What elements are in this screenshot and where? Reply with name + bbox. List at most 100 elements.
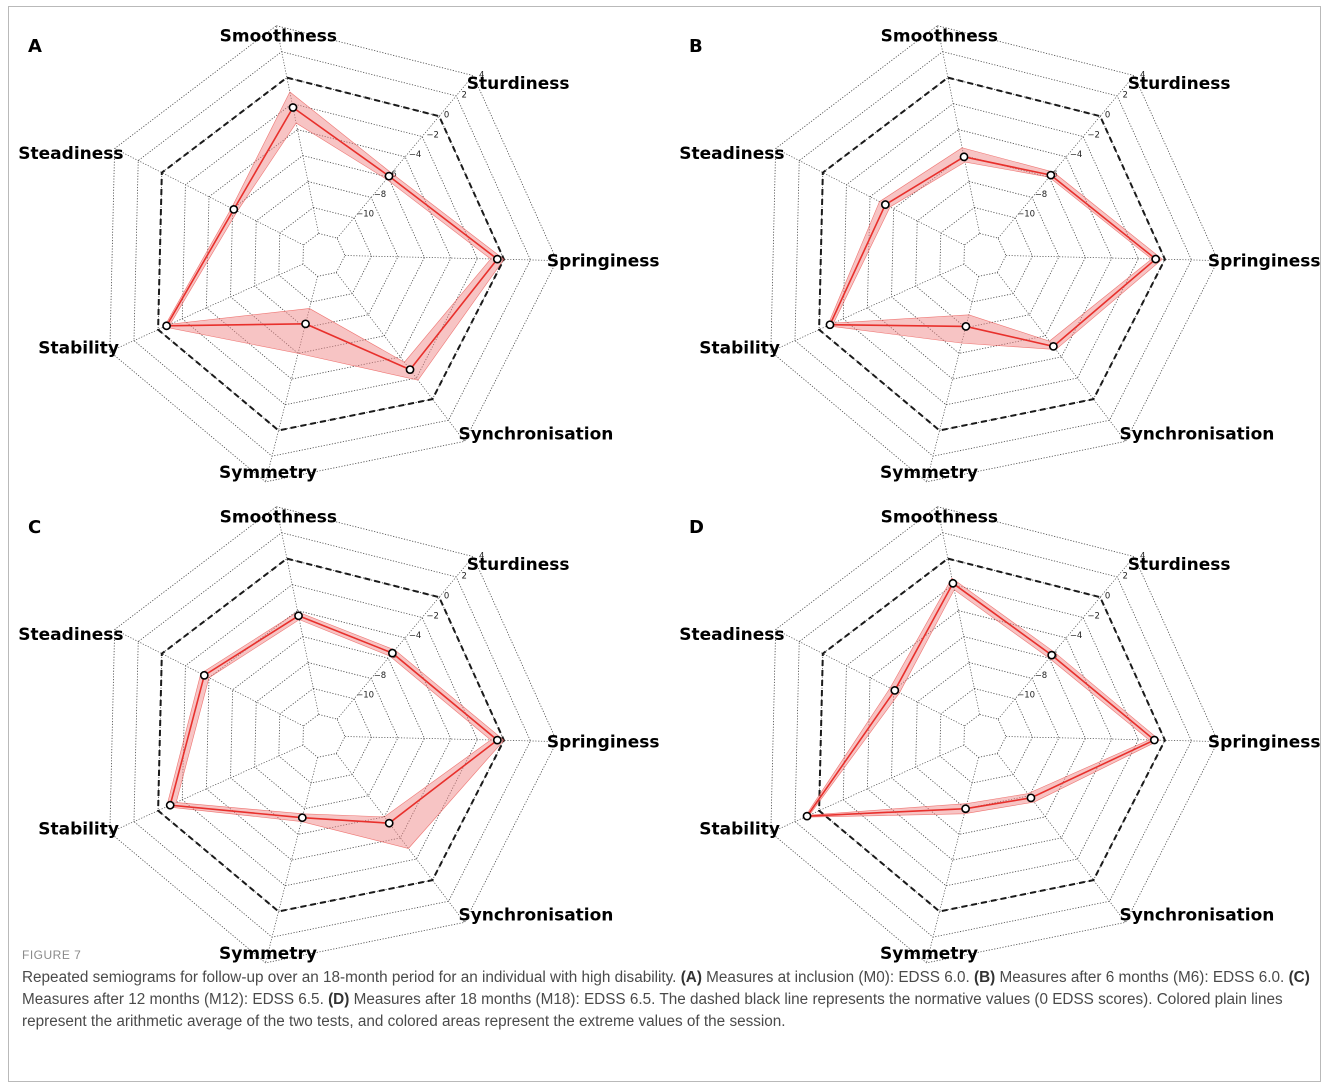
grid-ring [794,51,1192,457]
data-point [1026,793,1036,803]
axis-label: Stability [699,338,780,358]
axis-spoke [926,276,979,482]
data-point [961,322,971,331]
panel-label: A [28,36,42,57]
axis-label: Sturdiness [1128,555,1231,575]
panel-label: B [689,36,703,57]
axis-spoke [114,629,304,727]
axis-spoke [775,629,965,727]
tick-label: 2 [1122,572,1127,582]
data-point [162,321,171,331]
caption-text: Repeated semiograms for follow-up over a… [22,967,1312,1033]
grid-ring [109,25,558,483]
axis-spoke [276,25,319,234]
tick-label: −8 [1035,671,1048,681]
tick-label: −10 [356,210,374,220]
grid-ring [205,610,452,861]
grid-ring [866,610,1113,861]
radar-chart: B−10−86−4−2024SmoothnessSturdinessSpring… [679,25,1321,483]
data-point [384,171,394,181]
axis-label: Stability [38,819,119,839]
axis-spoke [109,744,304,833]
series-range-area [166,611,505,849]
data-point [890,686,900,695]
grid-ring [109,506,558,964]
axis-label: Sturdiness [467,555,570,575]
panel-d: D−10−86−4−2024SmoothnessSturdinessSpring… [669,506,1329,991]
grid-ring [963,233,1007,277]
data-point [1149,735,1159,745]
axis-label: Steadiness [18,625,123,645]
caption-key-d: (D) [328,991,350,1008]
grid-ring [278,207,372,303]
grid-ring [842,103,1139,406]
tick-label: 2 [461,91,466,101]
data-point [1046,170,1056,180]
series-range-area [804,577,1161,818]
axis-spoke [276,506,319,715]
grid-ring [133,51,531,457]
axis-spoke [937,506,980,715]
axis-spoke [770,744,965,833]
axis-spoke [336,75,474,239]
grid-ring [818,558,1166,912]
series-mean-line [828,155,1157,348]
caption-tail: The dashed black line represents the nor… [22,991,1283,1030]
tick-label: 0 [1105,591,1110,601]
axis-spoke [336,753,465,923]
tick-label: 0 [1105,110,1110,120]
tick-label: 2 [1122,91,1127,101]
panel-label: D [689,517,704,538]
axis-spoke [265,276,318,482]
tick-label: 4 [479,71,484,81]
caption-part-d: Measures after 18 months (M18): EDSS 6.5… [349,991,660,1008]
axis-label: Symmetry [219,944,317,964]
tick-label: −2 [426,611,439,621]
data-point [387,648,397,658]
tick-label: −8 [374,190,387,200]
axis-spoke [336,556,474,720]
axis-label: Steadiness [679,144,784,164]
normative-ring [157,76,506,432]
axis-spoke [997,556,1135,720]
grid-ring [963,714,1007,758]
tick-label: −2 [1087,130,1100,140]
data-point [301,319,310,329]
grid-ring [915,181,1060,329]
series-mean-line [805,582,1156,817]
axis-label: Synchronisation [1119,424,1274,444]
axis-label: Synchronisation [458,424,613,444]
data-point [948,578,958,588]
tick-label: 2 [461,572,466,582]
data-point [961,804,970,814]
data-point [802,811,812,821]
series-range-area [827,147,1163,350]
normative-ring [818,76,1167,432]
data-point [229,205,239,214]
tick-label: −4 [409,631,422,641]
axis-label: Synchronisation [1119,905,1274,925]
grid-ring [254,662,399,810]
axis-label: Stability [699,819,780,839]
caption-key-b: (B) [974,969,996,986]
data-point [288,103,298,112]
axis-spoke [997,753,1126,923]
data-point [384,818,394,828]
grid-ring [818,77,1166,431]
grid-ring [157,558,505,912]
axis-label: Springiness [547,251,660,271]
caption-part-c: Measures after 12 months (M12): EDSS 6.5… [22,991,329,1008]
tick-label: −4 [1070,150,1083,160]
grid-ring [915,662,1060,810]
axis-label: Stability [38,338,119,358]
caption-key-c: (C) [1288,969,1310,986]
panel-label: C [28,517,41,538]
axis-label: Smoothness [881,26,998,46]
data-point [492,735,502,745]
figure-label: FIGURE 7 [22,948,82,962]
radar-chart: A−10−86−4−2024SmoothnessSturdinessSpring… [18,25,660,483]
tick-label: −8 [1035,190,1048,200]
tick-label: −8 [374,671,387,681]
grid-ring [794,532,1192,938]
axis-spoke [336,272,465,442]
